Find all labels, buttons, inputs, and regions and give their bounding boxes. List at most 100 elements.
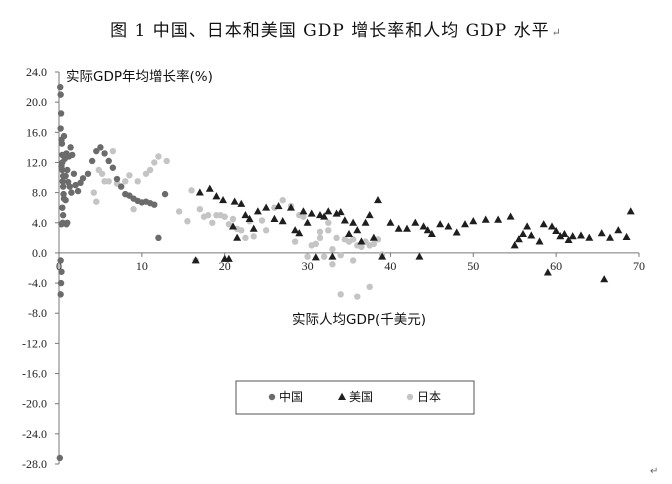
- japan-point: [242, 234, 249, 242]
- x-tick-label: 10: [136, 259, 148, 273]
- document-title: 图 1 中国、日本和美国 GDP 增长率和人均 GDP 水平 ↵: [0, 16, 672, 41]
- us-point: [548, 222, 556, 230]
- china-point: [57, 83, 64, 91]
- japan-point: [134, 178, 141, 185]
- japan-point: [354, 293, 361, 300]
- us-point: [311, 253, 320, 261]
- us-point: [345, 229, 353, 238]
- legend-marker-china: [268, 393, 276, 401]
- x-axis-title: 实际人均GDP(千美元): [292, 312, 426, 328]
- china-point: [59, 178, 66, 185]
- japan-point: [146, 166, 154, 174]
- us-point: [564, 235, 573, 244]
- y-tick-label: -16.0: [22, 367, 47, 381]
- us-point: [336, 208, 345, 216]
- us-point: [249, 224, 258, 232]
- china-point: [57, 291, 64, 298]
- japan-point: [279, 196, 286, 204]
- us-point: [427, 229, 436, 238]
- y-tick-label: -28.0: [22, 457, 47, 471]
- japan-point: [142, 170, 150, 177]
- us-point: [614, 226, 623, 234]
- us-point: [262, 203, 271, 211]
- japan-point: [374, 236, 382, 243]
- japan-point: [291, 238, 299, 245]
- us-point: [386, 218, 395, 226]
- china-point: [93, 147, 100, 155]
- japan-point: [204, 212, 212, 219]
- japan-point: [130, 206, 137, 213]
- us-point: [527, 231, 536, 239]
- data-points: [56, 83, 635, 462]
- japan-point: [151, 159, 158, 166]
- x-axis-ticks: 0 10 20 30 40 50 60 70: [56, 252, 645, 273]
- japan-point: [122, 178, 129, 185]
- us-point: [299, 207, 308, 215]
- japan-point: [175, 208, 183, 215]
- china-point: [97, 144, 104, 151]
- china-point: [161, 190, 169, 198]
- japan-point: [300, 213, 307, 220]
- us-point: [560, 229, 569, 238]
- y-tick-label: 24.0: [26, 65, 47, 79]
- us-point: [556, 232, 565, 240]
- us-point: [539, 220, 548, 228]
- japan-point: [262, 227, 270, 234]
- us-point: [552, 226, 561, 235]
- china-point: [72, 181, 79, 189]
- japan-point: [188, 187, 195, 194]
- japan-point: [325, 227, 332, 234]
- japan-point: [316, 234, 324, 242]
- us-point: [568, 232, 577, 240]
- japan-point: [349, 236, 357, 243]
- us-point: [597, 229, 606, 237]
- china-point: [66, 183, 73, 190]
- us-point: [585, 233, 594, 241]
- china-point: [113, 175, 121, 183]
- us-point: [411, 218, 420, 226]
- china-point: [69, 151, 76, 159]
- us-point: [423, 226, 432, 234]
- us-point: [606, 233, 614, 241]
- japan-point: [98, 170, 106, 177]
- us-point: [307, 209, 316, 217]
- japan-point: [337, 291, 344, 298]
- us-point: [353, 226, 362, 234]
- us-point: [340, 216, 349, 224]
- china-point: [56, 454, 64, 462]
- japan-point: [93, 198, 100, 205]
- china-point: [101, 150, 108, 157]
- china-point: [109, 164, 117, 171]
- us-point: [378, 252, 387, 260]
- x-tick-label: 60: [550, 259, 562, 273]
- japan-point: [316, 228, 324, 236]
- japan-point: [126, 172, 133, 179]
- us-point: [510, 241, 519, 249]
- china-point: [57, 125, 64, 132]
- japan-point: [163, 157, 170, 165]
- japan-point: [370, 240, 378, 248]
- us-point: [241, 211, 250, 219]
- us-point: [444, 222, 453, 230]
- china-point: [58, 221, 65, 228]
- japan-point: [329, 245, 336, 253]
- us-point: [369, 233, 378, 241]
- us-point: [519, 229, 527, 238]
- y-tick-label: -8.0: [28, 306, 47, 320]
- japan-point: [238, 227, 245, 234]
- us-point: [278, 217, 287, 225]
- china-point: [68, 189, 75, 196]
- us-point: [270, 214, 279, 222]
- y-tick-label: -24.0: [22, 427, 47, 441]
- japan-point: [109, 147, 117, 155]
- y-tick-label: 20.0: [26, 95, 47, 109]
- x-tick-label: 30: [302, 259, 314, 273]
- japan-point: [90, 189, 98, 196]
- us-point: [253, 207, 262, 215]
- us-point: [224, 254, 233, 262]
- legend-marker-us: [338, 392, 346, 400]
- us-point: [374, 195, 382, 204]
- us-point: [349, 218, 358, 226]
- japan-point: [271, 204, 278, 211]
- x-tick-label: 70: [633, 259, 645, 273]
